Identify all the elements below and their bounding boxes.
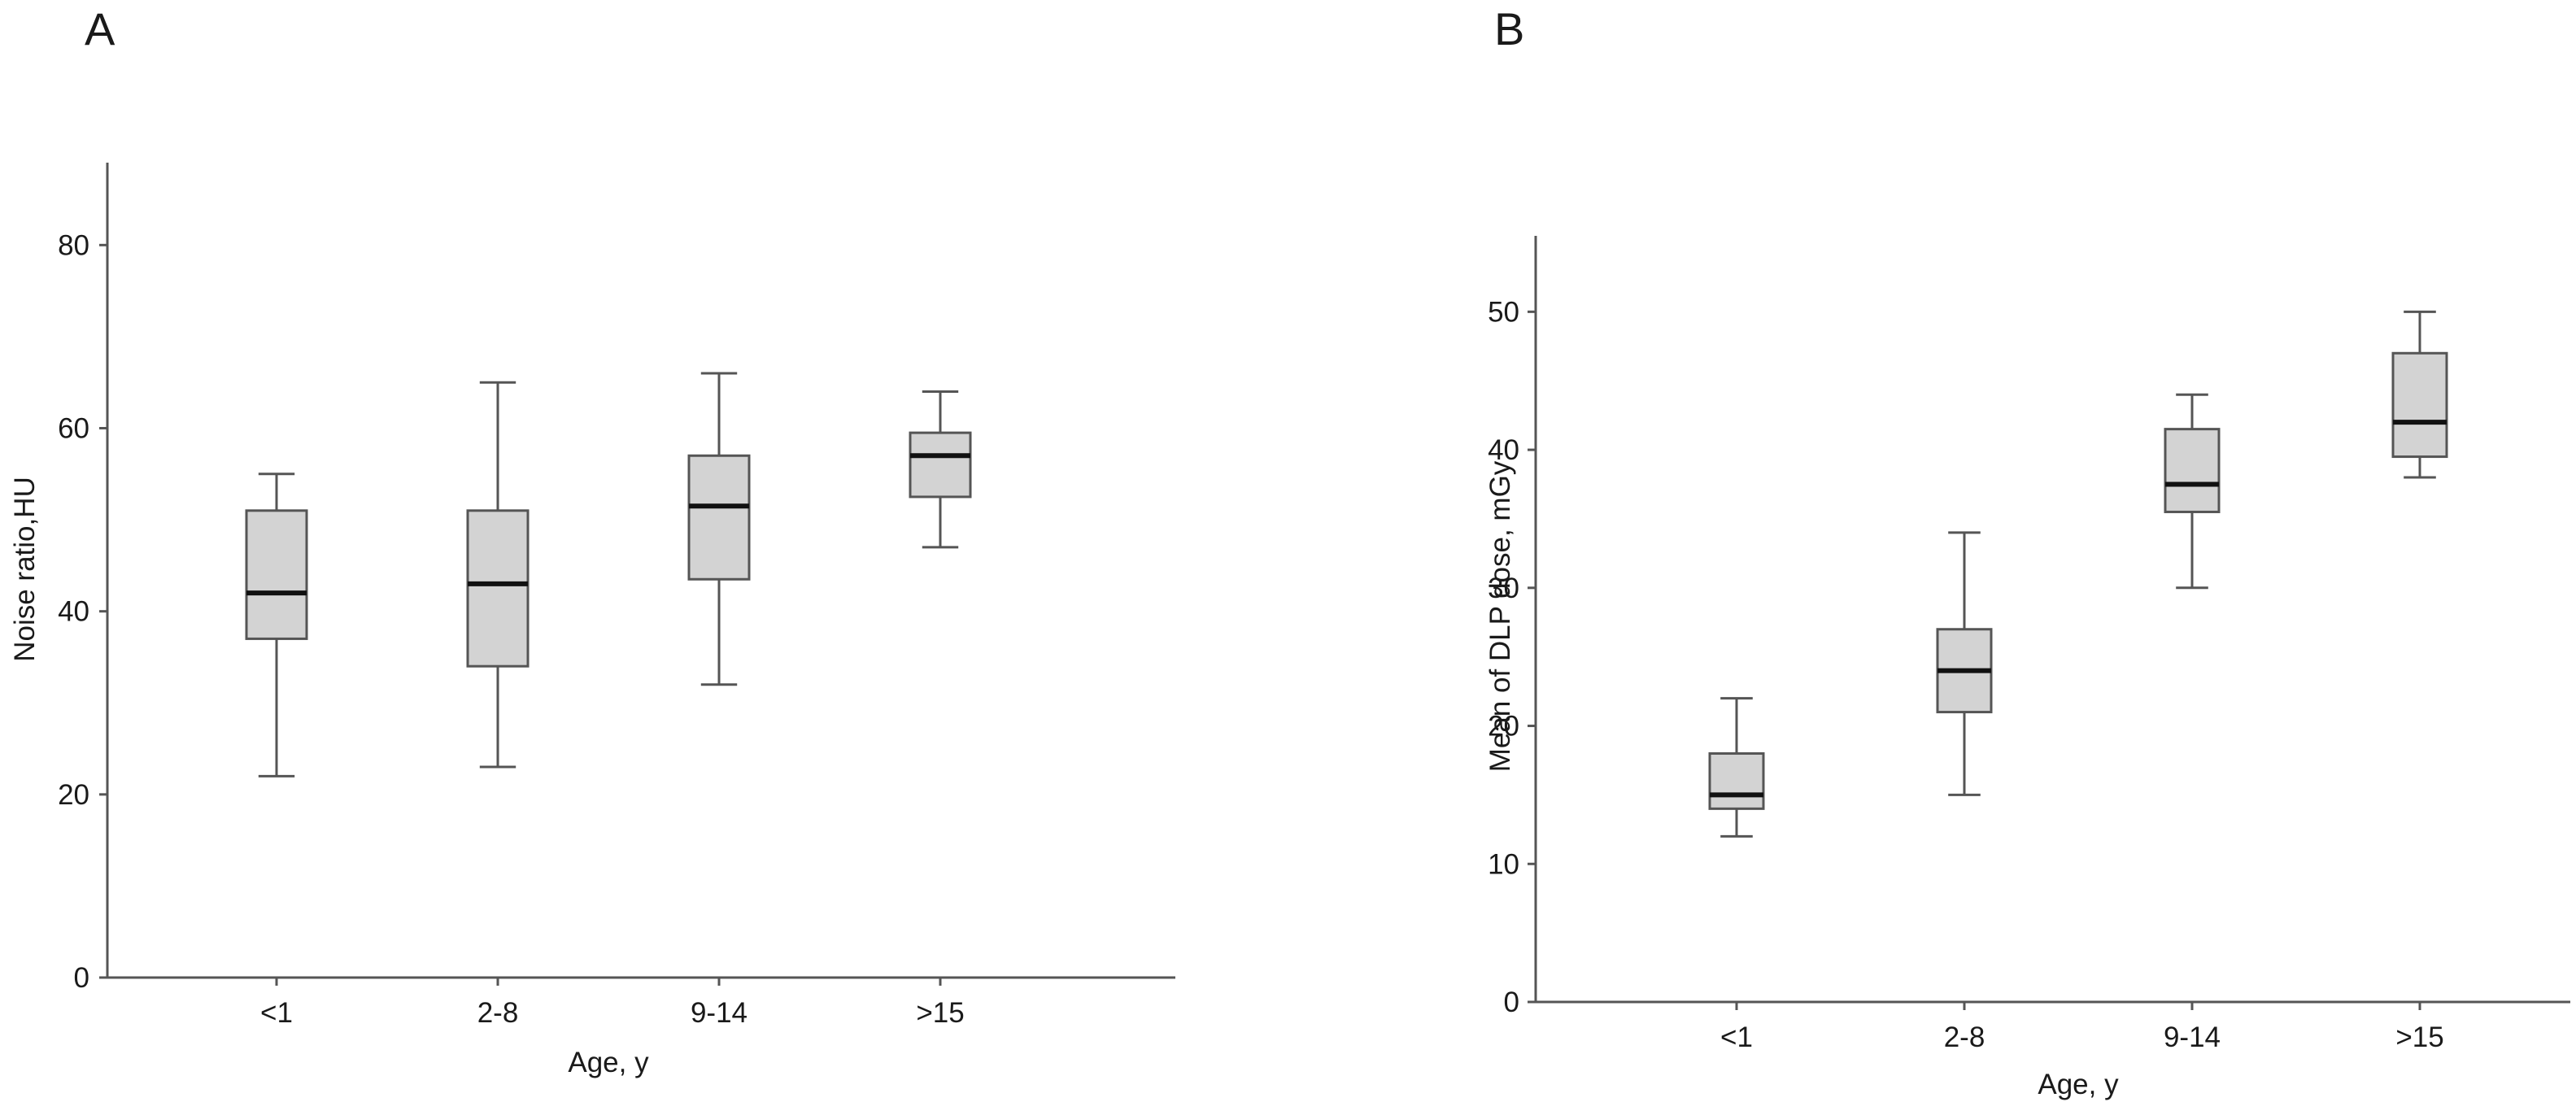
y-tick-label: 0 [74,962,89,994]
x-tick-label: 2-8 [1944,1021,1985,1053]
box-3 [2164,428,2221,513]
box-1 [1708,751,1765,810]
x-tick-label: 2-8 [477,997,519,1029]
x-tick-label: >15 [916,997,964,1029]
y-tick-label: 10 [1488,848,1519,880]
y-tick-label: 80 [58,229,89,261]
y-tick-label: 0 [1504,987,1519,1018]
box-4 [909,431,972,499]
panel-label: A [85,3,116,54]
y-tick-label: 30 [1488,573,1519,604]
x-tick-label: >15 [2395,1021,2443,1053]
box-3 [687,454,751,581]
x-tick-label: 9-14 [691,997,748,1029]
x-axis-title: Age, y [568,1047,649,1078]
y-tick-label: 40 [1488,434,1519,466]
box-4 [2391,351,2448,459]
x-tick-label: 9-14 [2164,1021,2221,1053]
box-2 [466,509,530,668]
x-tick-label: <1 [260,997,293,1029]
y-axis-title: Mean of DLP dose, mGy [1484,460,1516,772]
x-tick-label: <1 [1720,1021,1753,1053]
y-tick-label: 20 [1488,711,1519,743]
y-axis-title: Noise ratio,HU [9,477,41,662]
y-tick-label: 40 [58,596,89,628]
x-axis-title: Age, y [2038,1069,2119,1100]
y-tick-label: 20 [58,779,89,811]
panel-b: B 0 10 20 30 40 50 <1 2-8 9-14 >15 Age, y Mean of DL… [1484,3,2570,1100]
box-1 [245,509,308,640]
y-tick-label: 60 [58,412,89,444]
panel-label: B [1494,3,1524,54]
panel-a: A 0 20 40 60 80 <1 2-8 9-14 >15 Age, y Noise ratio,… [9,3,1175,1078]
y-tick-label: 50 [1488,296,1519,328]
